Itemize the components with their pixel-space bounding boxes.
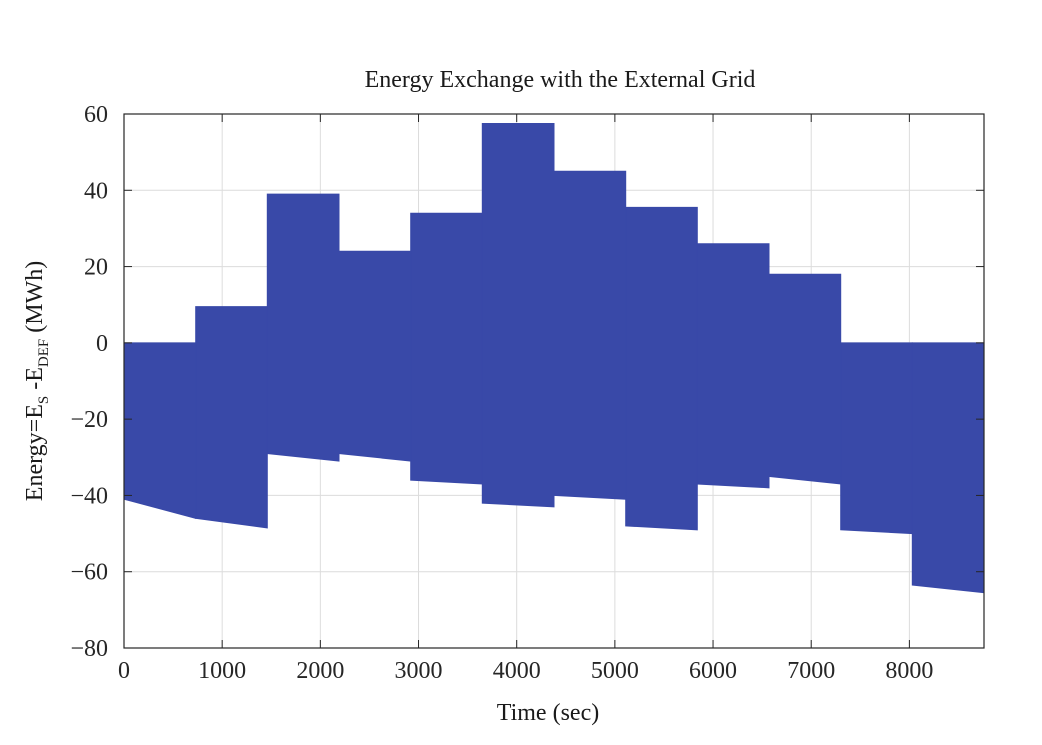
data-area xyxy=(123,123,985,594)
y-tick-labels: 60 40 20 0 −20 −40 −60 −80 xyxy=(70,102,108,662)
y-axis-label-middle: -E xyxy=(22,367,48,396)
y-tick-label: 20 xyxy=(84,255,108,281)
y-tick-label: −20 xyxy=(70,407,108,433)
data-segment xyxy=(481,123,555,508)
data-segment xyxy=(123,342,197,519)
x-tick-label: 7000 xyxy=(787,658,835,684)
data-segment xyxy=(625,206,698,531)
axes xyxy=(123,113,985,649)
axes-box xyxy=(123,113,985,649)
y-axis-label-suffix: (MWh) xyxy=(22,261,48,339)
x-tick-label: 3000 xyxy=(395,658,443,684)
data-segment xyxy=(911,342,985,594)
data-segment xyxy=(195,306,268,529)
data-segment xyxy=(410,212,483,485)
y-axis-label: Energy=ES -EDEF (MWh) xyxy=(22,261,52,501)
data-segment xyxy=(696,243,770,489)
x-tick-label: 8000 xyxy=(885,658,933,684)
y-tick-label: 60 xyxy=(84,102,108,128)
chart-title: Energy Exchange with the External Grid xyxy=(365,67,756,93)
y-axis-label-sub1: S xyxy=(36,396,52,404)
data-segment xyxy=(553,170,627,500)
y-tick-label: 40 xyxy=(84,178,108,204)
data-segment xyxy=(840,342,913,535)
y-axis-label-sub2: DEF xyxy=(36,339,52,367)
x-tick-label: 1000 xyxy=(198,658,246,684)
x-tick-label: 6000 xyxy=(689,658,737,684)
data-segment xyxy=(338,250,412,462)
y-tick-label: −40 xyxy=(70,483,108,509)
x-tick-labels: 0 1000 2000 3000 4000 5000 6000 7000 8000 xyxy=(118,658,933,684)
y-tick-label: 0 xyxy=(96,331,108,357)
x-axis-label: Time (sec) xyxy=(497,700,599,726)
y-tick-label: −60 xyxy=(70,560,108,586)
y-axis-label-prefix: Energy=E xyxy=(22,404,48,501)
data-segment xyxy=(768,273,842,485)
x-tick-label: 5000 xyxy=(591,658,639,684)
y-tick-label: −80 xyxy=(70,636,108,662)
x-tick-label: 4000 xyxy=(493,658,541,684)
x-tick-label: 2000 xyxy=(296,658,344,684)
data-segment xyxy=(266,193,340,462)
x-tick-label: 0 xyxy=(118,658,130,684)
